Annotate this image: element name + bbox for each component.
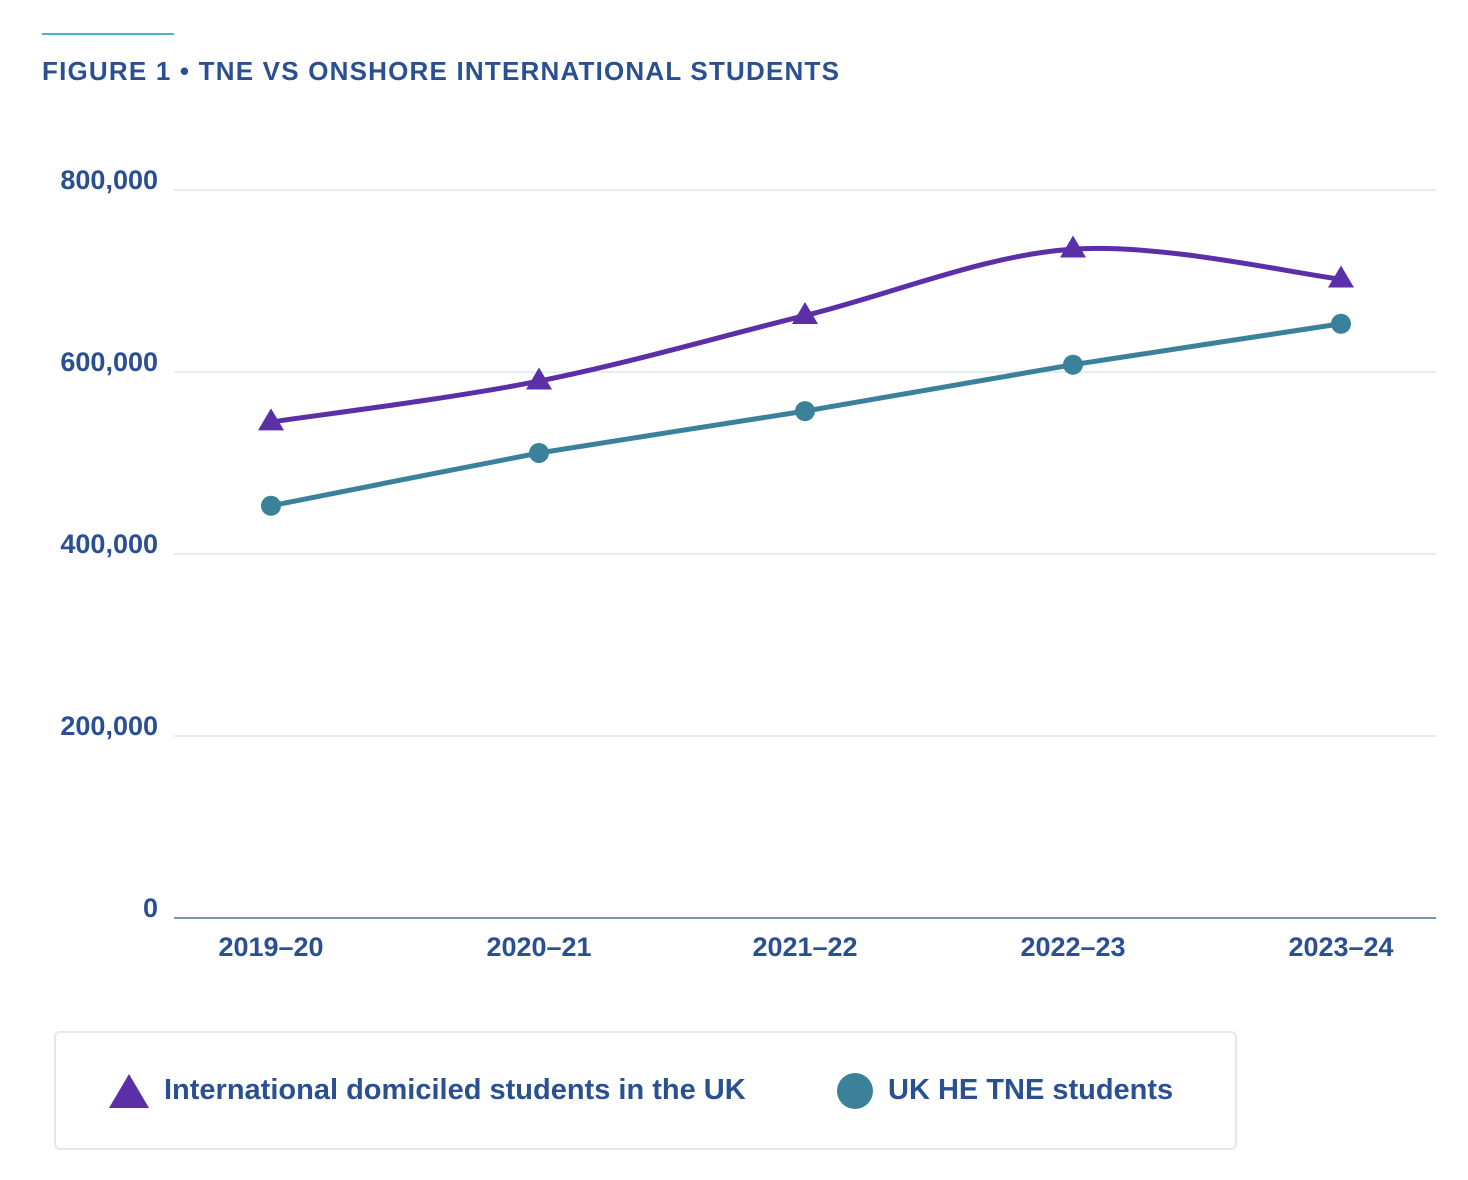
data-point-tne (1331, 313, 1351, 334)
legend: International domiciled students in the … (54, 1031, 1237, 1150)
x-tick-label: 2021–22 (752, 932, 857, 962)
data-point-international (526, 367, 552, 390)
grid-layer (174, 189, 1436, 919)
series-lines (268, 245, 1344, 509)
figure-title: FIGURE 1 • TNE VS ONSHORE INTERNATIONAL … (42, 56, 841, 86)
legend-label-tne: UK HE TNE students (888, 1074, 1174, 1106)
data-point-tne (795, 401, 815, 422)
x-tick-label: 2022–23 (1020, 932, 1125, 962)
title-accent-rule (42, 33, 174, 35)
x-axis-ticks: 2019–20 2020–21 2021–22 2022–23 2023–24 (218, 932, 1393, 962)
line-chart: 0 200,000 400,000 600,000 800,000 2019–20 202… (60, 165, 1436, 962)
data-point-international (792, 301, 818, 324)
data-point-international (258, 408, 284, 431)
data-point-tne (261, 495, 281, 516)
y-axis-ticks: 0 200,000 400,000 600,000 800,000 (60, 165, 158, 923)
x-tick-label: 2020–21 (486, 932, 591, 962)
legend-item-international: International domiciled students in the … (108, 1033, 746, 1148)
series-markers (258, 235, 1354, 516)
legend-item-tne: UK HE TNE students (836, 1033, 1173, 1148)
y-tick-label: 600,000 (60, 347, 158, 377)
data-point-international (1060, 235, 1086, 258)
legend-label-international: International domiciled students in the … (164, 1074, 746, 1106)
data-point-tne (529, 442, 549, 463)
circle-marker-icon (837, 1072, 873, 1109)
y-tick-label: 800,000 (60, 165, 158, 195)
y-tick-label: 0 (143, 893, 158, 923)
x-tick-label: 2023–24 (1288, 932, 1393, 962)
y-tick-label: 200,000 (60, 711, 158, 741)
y-tick-label: 400,000 (60, 529, 158, 559)
triangle-marker-icon (109, 1073, 149, 1108)
x-tick-label: 2019–20 (218, 932, 323, 962)
data-point-tne (1063, 354, 1083, 375)
series-line-international (268, 245, 1344, 425)
data-point-international (1328, 265, 1354, 288)
